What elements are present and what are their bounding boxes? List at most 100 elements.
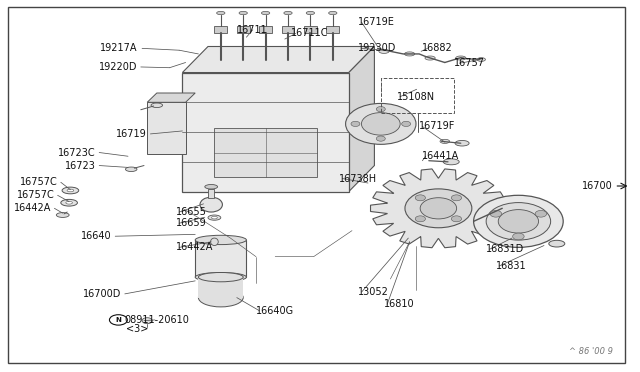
Circle shape: [513, 233, 524, 240]
Text: 16882: 16882: [422, 44, 453, 53]
Text: 16723: 16723: [65, 161, 96, 170]
Ellipse shape: [477, 58, 486, 61]
Ellipse shape: [306, 12, 315, 15]
Ellipse shape: [61, 199, 77, 206]
Text: 16757: 16757: [454, 58, 485, 68]
Text: 16640: 16640: [81, 231, 112, 241]
Text: 08911-20610: 08911-20610: [125, 315, 189, 325]
Ellipse shape: [211, 238, 218, 246]
Ellipse shape: [239, 12, 248, 15]
Text: 19230D: 19230D: [358, 44, 397, 53]
Bar: [198, 277, 243, 298]
Circle shape: [486, 203, 550, 240]
Text: 16723C: 16723C: [58, 148, 96, 157]
Text: 16757C: 16757C: [17, 190, 54, 200]
Circle shape: [376, 136, 385, 141]
Ellipse shape: [200, 197, 223, 212]
Ellipse shape: [195, 235, 246, 245]
Text: 16700D: 16700D: [83, 289, 122, 299]
Ellipse shape: [456, 56, 466, 60]
Ellipse shape: [205, 185, 218, 189]
Ellipse shape: [443, 159, 460, 165]
Text: N: N: [115, 317, 122, 323]
Circle shape: [451, 216, 461, 222]
Circle shape: [405, 189, 472, 228]
Text: ^ 86 '00 9: ^ 86 '00 9: [569, 347, 613, 356]
Text: 16719: 16719: [116, 129, 147, 139]
Circle shape: [351, 121, 360, 126]
Ellipse shape: [261, 12, 270, 15]
Bar: [304, 26, 317, 33]
Ellipse shape: [216, 12, 225, 15]
Circle shape: [402, 121, 411, 126]
Text: 16640G: 16640G: [256, 306, 294, 315]
Ellipse shape: [211, 217, 218, 219]
Text: 19220D: 19220D: [99, 62, 138, 72]
Text: 15108N: 15108N: [397, 92, 435, 102]
Circle shape: [362, 113, 400, 135]
Circle shape: [490, 211, 502, 217]
Text: 16442A: 16442A: [176, 243, 213, 252]
Bar: [381, 78, 454, 113]
Text: 16442A: 16442A: [14, 203, 51, 213]
Text: 13052: 13052: [358, 287, 389, 297]
Ellipse shape: [440, 140, 449, 144]
Bar: [214, 26, 227, 33]
Text: 16738H: 16738H: [339, 174, 378, 183]
Text: 16757C: 16757C: [20, 177, 58, 187]
Ellipse shape: [195, 272, 246, 282]
Ellipse shape: [67, 189, 74, 192]
Circle shape: [420, 198, 457, 219]
Text: 16655: 16655: [176, 207, 207, 217]
Polygon shape: [349, 46, 374, 192]
Ellipse shape: [379, 49, 389, 54]
Bar: [147, 102, 186, 154]
Polygon shape: [182, 46, 374, 73]
Text: 16700: 16700: [582, 181, 613, 191]
Bar: [237, 26, 250, 33]
Text: 16711: 16711: [237, 25, 268, 35]
Bar: [282, 26, 294, 33]
Bar: [214, 128, 317, 177]
Text: 16719E: 16719E: [358, 17, 396, 27]
Text: 16659: 16659: [176, 218, 207, 228]
Ellipse shape: [198, 288, 243, 307]
Circle shape: [376, 106, 385, 112]
Polygon shape: [371, 169, 506, 248]
Ellipse shape: [56, 213, 69, 217]
Text: 16831: 16831: [496, 261, 527, 271]
Ellipse shape: [548, 240, 564, 247]
Ellipse shape: [62, 187, 79, 194]
Bar: [182, 73, 349, 192]
Circle shape: [415, 195, 426, 201]
Circle shape: [535, 211, 547, 217]
Text: 16719F: 16719F: [419, 122, 456, 131]
Bar: [326, 26, 339, 33]
Circle shape: [499, 210, 539, 233]
Ellipse shape: [284, 12, 292, 15]
Circle shape: [474, 195, 563, 247]
Ellipse shape: [329, 12, 337, 15]
Ellipse shape: [151, 103, 163, 108]
Circle shape: [415, 216, 426, 222]
Ellipse shape: [404, 52, 415, 56]
Circle shape: [346, 103, 416, 144]
Ellipse shape: [125, 167, 137, 171]
Ellipse shape: [198, 272, 243, 282]
Ellipse shape: [142, 318, 152, 324]
Polygon shape: [147, 93, 195, 102]
Bar: [195, 240, 246, 277]
Ellipse shape: [425, 56, 435, 60]
Text: 16441A: 16441A: [422, 151, 460, 161]
Bar: [259, 26, 272, 33]
Ellipse shape: [208, 215, 221, 220]
Ellipse shape: [455, 141, 469, 146]
Text: 16831D: 16831D: [486, 244, 525, 254]
Text: 16810: 16810: [384, 299, 415, 309]
Bar: [208, 189, 214, 198]
Ellipse shape: [66, 201, 72, 204]
Text: 19217A: 19217A: [100, 44, 138, 53]
Text: 16711C: 16711C: [291, 29, 329, 38]
Text: <3>: <3>: [127, 324, 148, 334]
Circle shape: [451, 195, 461, 201]
